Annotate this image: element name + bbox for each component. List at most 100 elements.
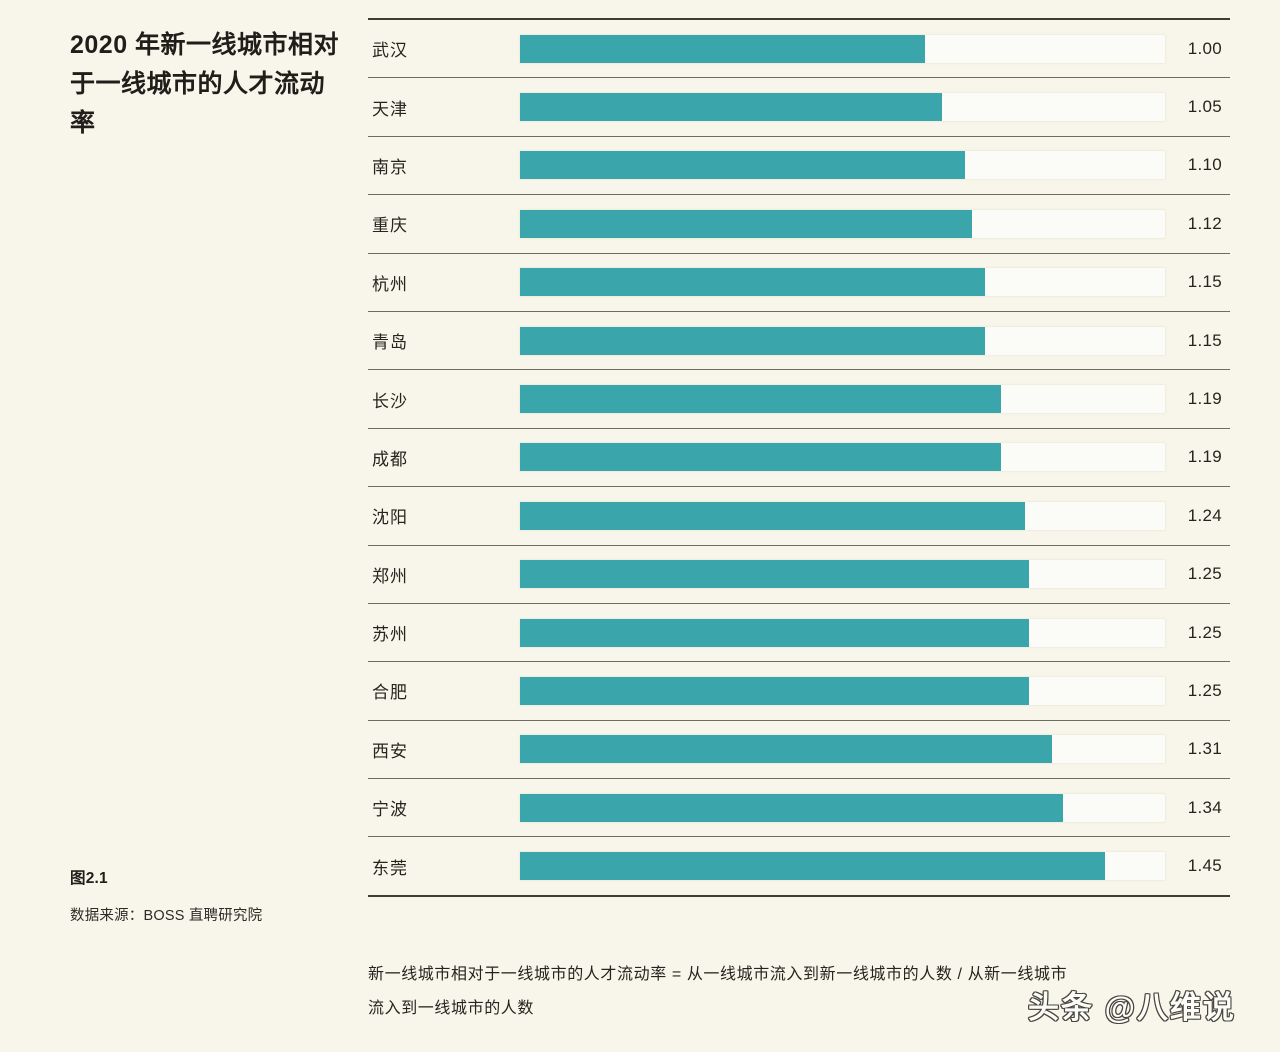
chart-rows: 武汉 1.00 天津 1.05 南京 1.10 重庆 1.12 杭州 1.15 青岛 1.15 长沙 1.… [368, 20, 1230, 895]
bar-track [520, 501, 1165, 530]
value-label: 1.05 [1187, 97, 1222, 117]
city-label: 合肥 [372, 683, 408, 703]
chart-row: 长沙 1.19 [368, 370, 1230, 427]
bar-fill [520, 151, 966, 180]
chart-row: 杭州 1.15 [368, 254, 1230, 311]
chart-row: 东莞 1.45 [368, 837, 1230, 894]
chart-row: 天津 1.05 [368, 78, 1230, 135]
chart-row: 宁波 1.34 [368, 779, 1230, 836]
bar-fill [520, 209, 973, 238]
city-label: 杭州 [372, 274, 408, 294]
chart-row: 武汉 1.00 [368, 20, 1230, 77]
bar-track [520, 93, 1165, 122]
row-separator [368, 77, 1230, 79]
bar-track [520, 443, 1165, 472]
bar-chart: 武汉 1.00 天津 1.05 南京 1.10 重庆 1.12 杭州 1.15 青岛 1.15 长沙 1.… [368, 18, 1230, 897]
value-label: 1.34 [1187, 797, 1222, 817]
row-separator [368, 836, 1230, 838]
value-label: 1.31 [1187, 739, 1222, 759]
value-label: 1.15 [1187, 272, 1222, 292]
bar-track [520, 385, 1165, 414]
value-label: 1.10 [1187, 155, 1222, 175]
row-separator [368, 778, 1230, 780]
value-label: 1.19 [1187, 447, 1222, 467]
row-separator [368, 310, 1230, 312]
chart-row: 南京 1.10 [368, 137, 1230, 194]
row-separator [368, 369, 1230, 371]
bar-track [520, 735, 1165, 764]
bar-track [520, 268, 1165, 297]
value-label: 1.19 [1187, 389, 1222, 409]
bar-fill [520, 443, 1002, 472]
chart-row: 西安 1.31 [368, 721, 1230, 778]
row-separator [368, 135, 1230, 137]
row-separator [368, 719, 1230, 721]
figure-source: 数据来源：BOSS 直聘研究院 [70, 908, 263, 924]
bar-track [520, 326, 1165, 355]
value-label: 1.00 [1187, 38, 1222, 58]
bar-fill [520, 268, 986, 297]
chart-row: 重庆 1.12 [368, 195, 1230, 252]
bar-track [520, 151, 1165, 180]
value-label: 1.25 [1187, 622, 1222, 642]
city-label: 东莞 [372, 858, 408, 878]
bar-fill [520, 385, 1002, 414]
bar-fill [520, 618, 1029, 647]
page-title: 2020 年新一线城市相对于一线城市的人才流动率 [70, 31, 340, 137]
row-separator [368, 252, 1230, 254]
city-label: 重庆 [372, 216, 408, 236]
city-label: 天津 [372, 99, 408, 119]
value-label: 1.12 [1187, 213, 1222, 233]
chart-row: 青岛 1.15 [368, 312, 1230, 369]
left-column: 2020 年新一线城市相对于一线城市的人才流动率 图2.1 数据来源：BOSS … [0, 0, 360, 1052]
city-label: 青岛 [372, 333, 408, 353]
city-label: 南京 [372, 157, 408, 177]
bar-fill [520, 793, 1064, 822]
row-separator [368, 486, 1230, 488]
bar-fill [520, 326, 986, 355]
city-label: 郑州 [372, 566, 408, 586]
bar-track [520, 793, 1165, 822]
chart-bottom-rule [368, 894, 1230, 897]
row-separator [368, 427, 1230, 429]
bar-track [520, 852, 1165, 881]
city-label: 西安 [372, 741, 408, 761]
value-label: 1.24 [1187, 505, 1222, 525]
bar-fill [520, 34, 926, 63]
value-label: 1.15 [1187, 330, 1222, 350]
value-label: 1.25 [1187, 564, 1222, 584]
figure-caption: 图2.1 数据来源：BOSS 直聘研究院 [70, 866, 350, 925]
city-label: 武汉 [372, 41, 408, 61]
chart-row: 沈阳 1.24 [368, 487, 1230, 544]
chart-top-rule [368, 18, 1230, 20]
chart-row: 合肥 1.25 [368, 662, 1230, 719]
city-label: 长沙 [372, 391, 408, 411]
row-separator [368, 602, 1230, 604]
chart-footnote: 新一线城市相对于一线城市的人才流动率 = 从一线城市流入到新一线城市的人数 / … [368, 966, 1068, 1017]
chart-row: 成都 1.19 [368, 429, 1230, 486]
chart-row: 郑州 1.25 [368, 546, 1230, 603]
bar-track [520, 560, 1165, 589]
bar-fill [520, 735, 1053, 764]
bar-fill [520, 501, 1026, 530]
bar-fill [520, 560, 1029, 589]
bar-track [520, 676, 1165, 705]
row-separator [368, 194, 1230, 196]
city-label: 苏州 [372, 625, 408, 645]
bar-fill [520, 93, 942, 122]
bar-track [520, 34, 1165, 63]
bar-fill [520, 852, 1105, 881]
row-separator [368, 544, 1230, 546]
bar-track [520, 209, 1165, 238]
value-label: 1.25 [1187, 680, 1222, 700]
bar-track [520, 618, 1165, 647]
city-label: 成都 [372, 449, 408, 469]
city-label: 宁波 [372, 800, 408, 820]
value-label: 1.45 [1187, 856, 1222, 876]
chart-row: 苏州 1.25 [368, 604, 1230, 661]
bar-fill [520, 676, 1029, 705]
city-label: 沈阳 [372, 508, 408, 528]
figure-number: 图2.1 [70, 870, 108, 887]
row-separator [368, 661, 1230, 663]
